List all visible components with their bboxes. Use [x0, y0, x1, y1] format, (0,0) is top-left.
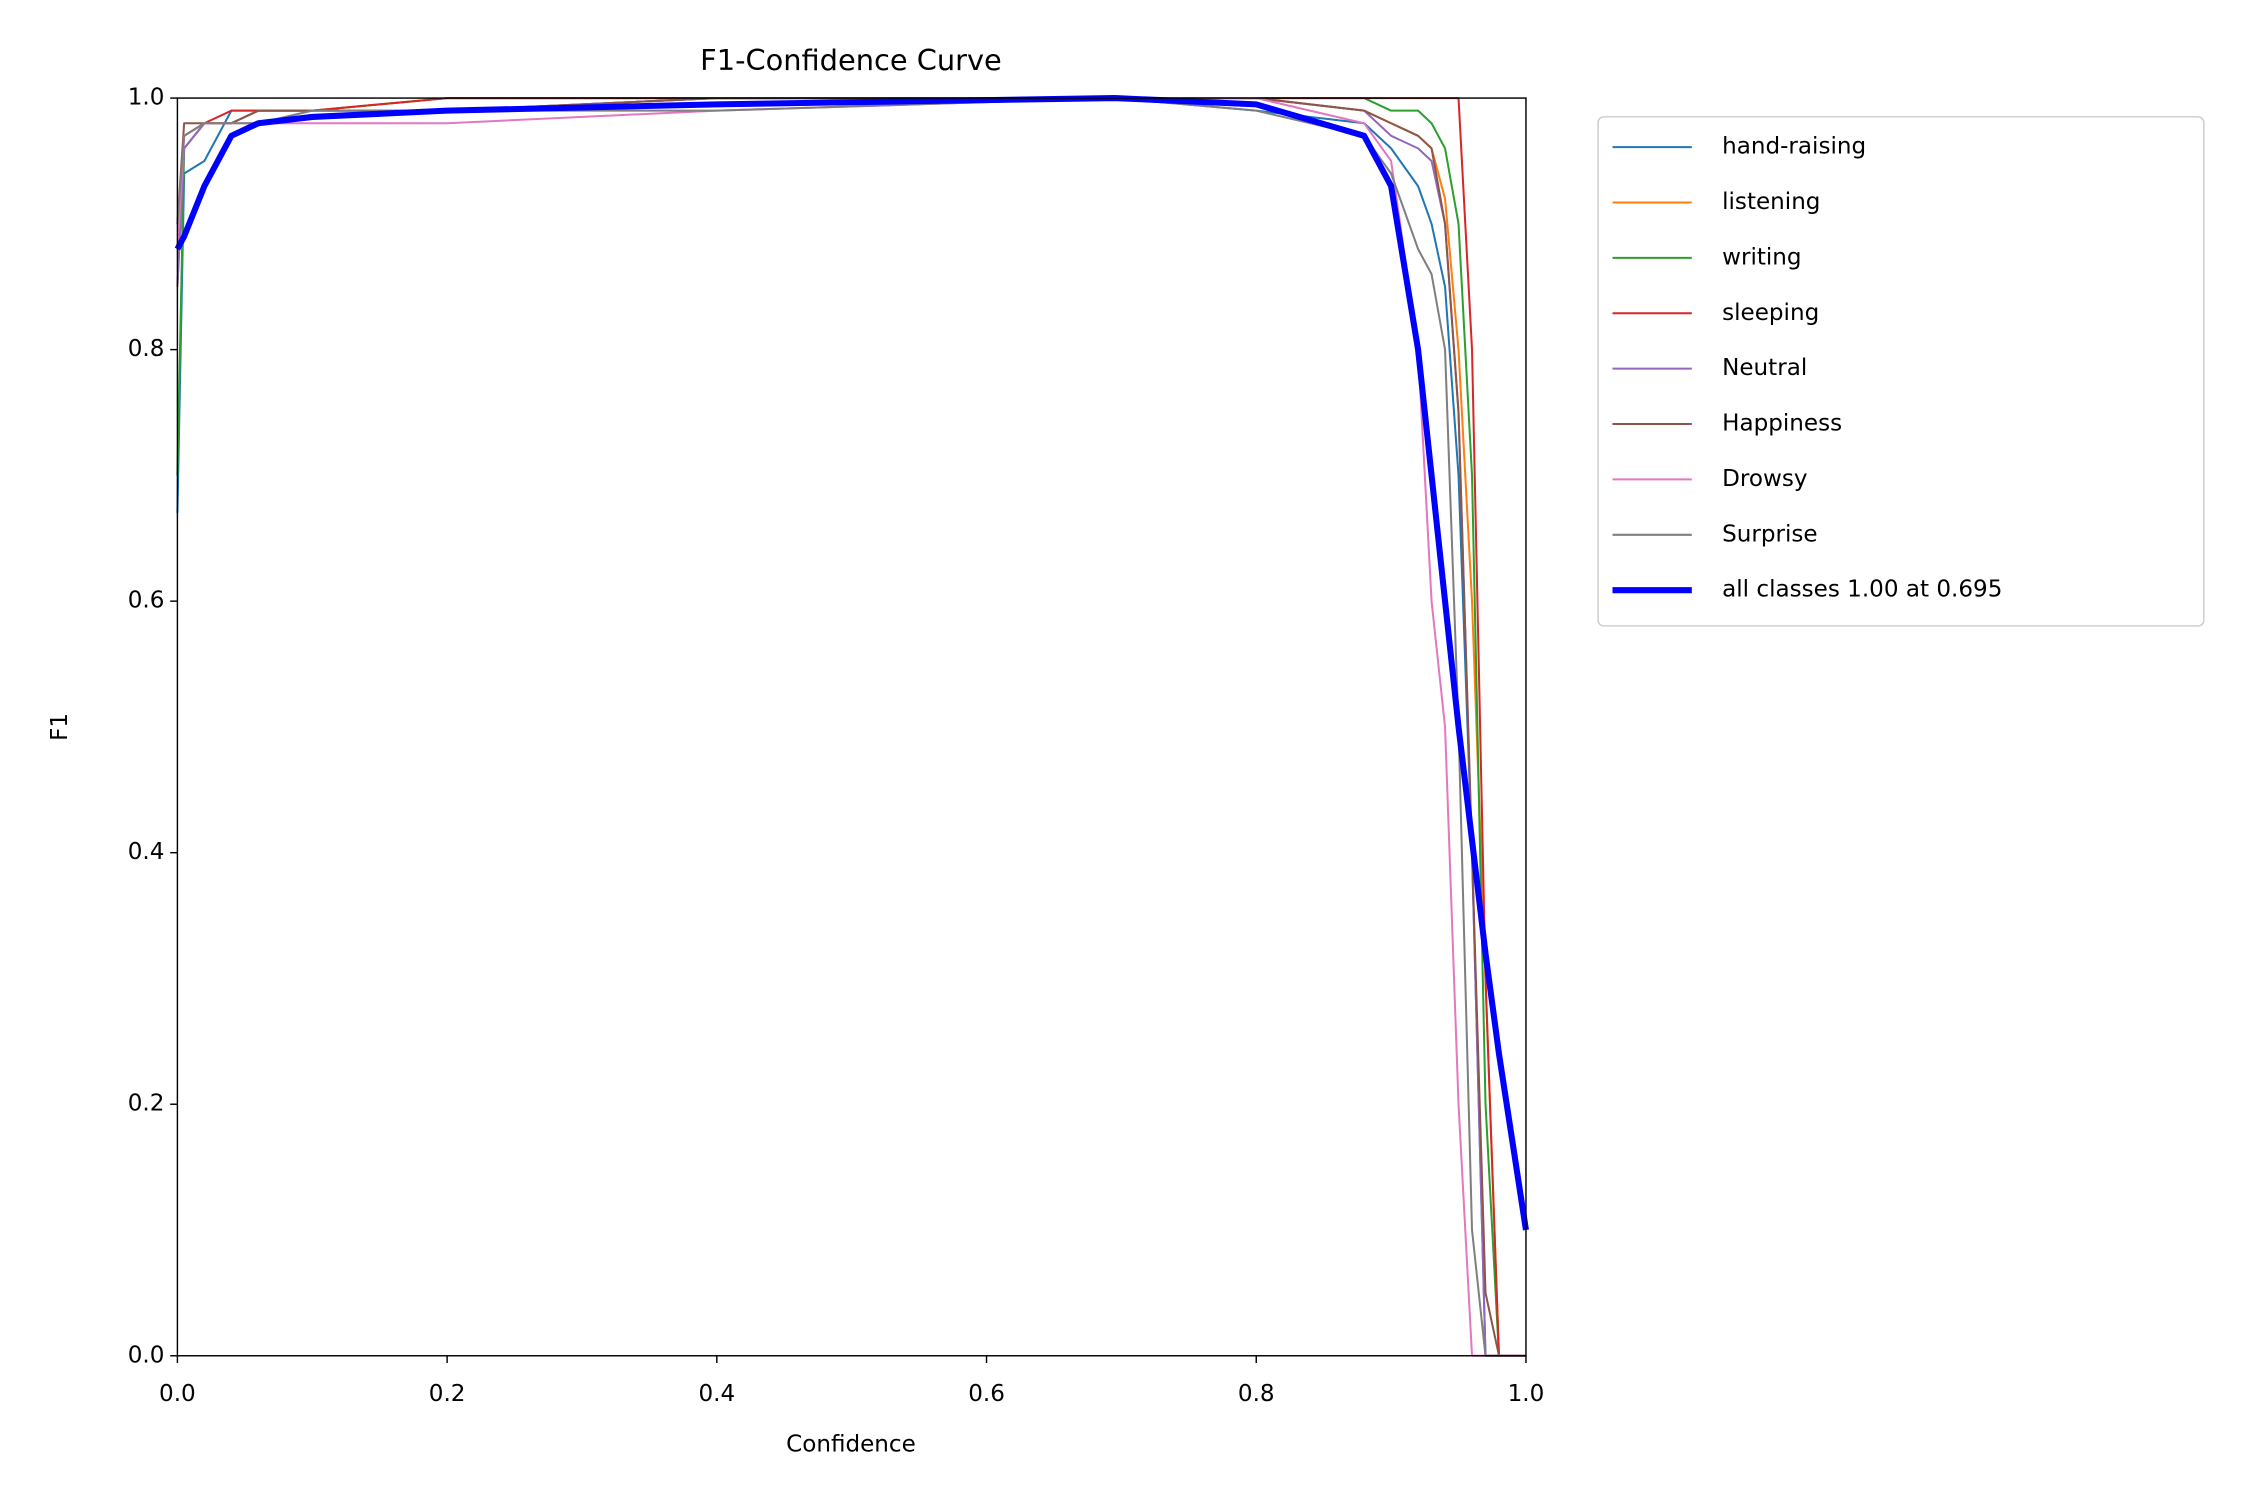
y-tick-label: 0.6: [128, 588, 165, 614]
x-tick-label: 0.0: [159, 1381, 196, 1407]
legend-label: Drowsy: [1722, 466, 1807, 492]
series-line: [174, 95, 1529, 1231]
y-axis-label: F1: [47, 713, 73, 741]
y-tick-label: 1.0: [128, 85, 165, 111]
legend-label: hand-raising: [1722, 134, 1866, 160]
series-line: [176, 97, 1526, 1357]
legend-box: [1597, 116, 2205, 627]
x-tick-label: 0.4: [698, 1381, 735, 1407]
legend-label: listening: [1722, 189, 1820, 215]
y-tick-label: 0.8: [128, 336, 165, 362]
x-axis-label: Confidence: [786, 1432, 916, 1458]
legend-label: Neutral: [1722, 355, 1807, 381]
chart-title: F1-Confidence Curve: [700, 43, 1002, 77]
legend-label: sleeping: [1722, 300, 1819, 326]
y-tick-label: 0.4: [128, 839, 165, 865]
y-tick-label: 0.0: [128, 1342, 165, 1368]
axes-frame: [176, 97, 1527, 1357]
x-tick-label: 0.8: [1238, 1381, 1275, 1407]
x-tick-label: 0.2: [429, 1381, 466, 1407]
legend-label: Surprise: [1722, 521, 1817, 547]
legend-label: Happiness: [1722, 411, 1842, 437]
x-tick-label: 0.6: [968, 1381, 1005, 1407]
x-tick-label: 1.0: [1508, 1381, 1545, 1407]
y-tick-label: 0.2: [128, 1091, 165, 1117]
legend: hand-raising listening writing sleeping Neut…: [1612, 134, 2002, 603]
legend-label: writing: [1722, 244, 1801, 270]
legend-label: all classes 1.00 at 0.695: [1722, 577, 2002, 603]
